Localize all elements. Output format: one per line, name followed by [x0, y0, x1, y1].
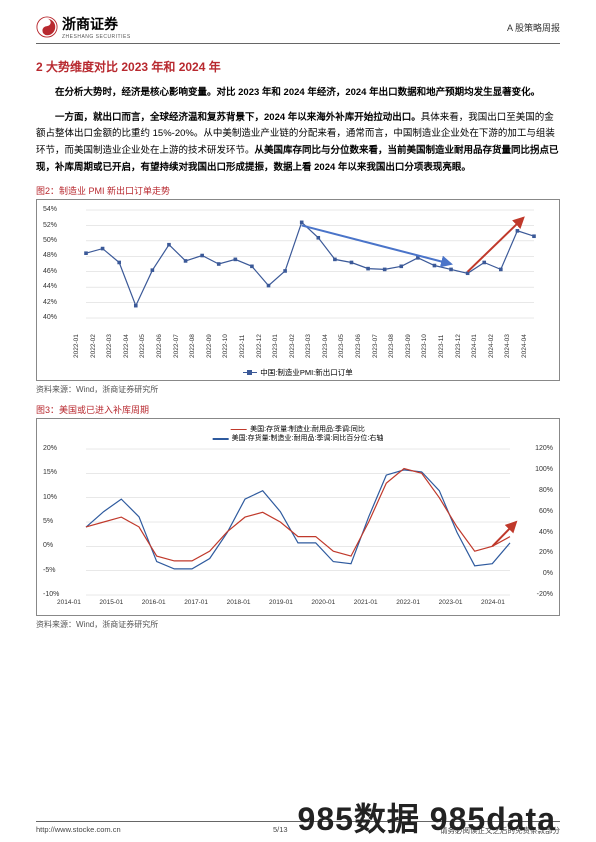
- brand-logo: 浙商证券 ZHESHANG SECURITIES: [36, 14, 131, 40]
- fig2-legend-label: 中国:制造业PMI:新出口订单: [260, 367, 353, 378]
- paragraph-2: 一方面，就出口而言，全球经济温和复苏背景下，2024 年以来海外补库开始拉动出口…: [36, 110, 560, 177]
- section-title: 2 大势维度对比 2023 年和 2024 年: [36, 58, 560, 75]
- watermark: 985数据 985data: [298, 794, 556, 840]
- brand-name: 浙商证券: [62, 14, 131, 34]
- fig2-source: 资料来源：Wind，浙商证券研究所: [36, 384, 560, 395]
- fig3-chart: 美国:存货量:制造业:耐用品:季调:同比 美国:存货量:制造业:耐用品:季调:同…: [36, 418, 560, 616]
- fig2-legend: 中国:制造业PMI:新出口订单: [43, 366, 553, 378]
- footer-url: http://www.stocke.com.cn: [36, 825, 121, 836]
- fig2-chart: 40%42%44%46%48%50%52%54%2022-012022-0220…: [36, 199, 560, 381]
- fig3-legend-red: 美国:存货量:制造业:耐用品:季调:同比: [250, 425, 365, 434]
- brand-sub: ZHESHANG SECURITIES: [62, 34, 131, 40]
- fig2-title: 图2：制造业 PMI 新出口订单走势: [36, 184, 560, 197]
- p2-lead: 一方面，就出口而言，全球经济温和复苏背景下，2024 年以来海外补库开始拉动出口…: [55, 112, 421, 123]
- fig3-source: 资料来源：Wind，浙商证券研究所: [36, 619, 560, 630]
- page-header: 浙商证券 ZHESHANG SECURITIES A 股策略周报: [36, 14, 560, 44]
- fig3-legend: 美国:存货量:制造业:耐用品:季调:同比 美国:存货量:制造业:耐用品:季调:同…: [213, 425, 384, 443]
- fig3-legend-blue: 美国:存货量:制造业:耐用品:季调:同比百分位:右轴: [232, 434, 384, 443]
- footer-page: 5/13: [273, 825, 288, 836]
- fig3-title: 图3：美国或已进入补库周期: [36, 403, 560, 416]
- doc-type: A 股策略周报: [507, 21, 560, 34]
- logo-icon: [36, 16, 58, 38]
- paragraph-1: 在分析大势时，经济是核心影响变量。对比 2023 年和 2024 年经济，202…: [36, 85, 560, 102]
